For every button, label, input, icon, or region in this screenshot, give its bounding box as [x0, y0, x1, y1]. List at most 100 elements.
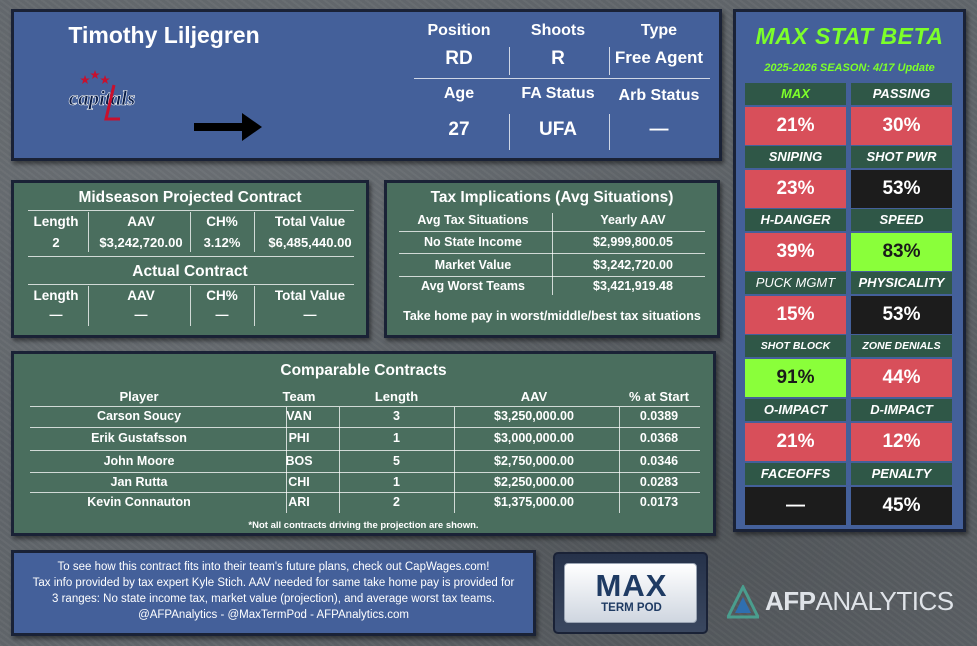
- actual-total-header: Total Value: [274, 288, 346, 303]
- comp-row-5-aav: $1,375,000.00: [494, 495, 574, 509]
- stat-max-value: 21%: [745, 107, 846, 145]
- tax-row-3-label: Avg Worst Teams: [421, 279, 525, 293]
- arb-status-label: Arb Status: [618, 87, 700, 104]
- shoots-value: R: [551, 48, 565, 69]
- stat-shot-power-label: SHOT PWR: [851, 146, 952, 168]
- comp-row-2-length: 1: [393, 431, 400, 445]
- footer-line-1: To see how this contract fits into their…: [57, 561, 490, 573]
- type-value: Free Agent: [614, 48, 704, 67]
- afp-logo-light: ANALYTICS: [815, 586, 955, 616]
- actual-aav-header: AAV: [127, 288, 155, 303]
- stat-sniping-value: 23%: [745, 170, 846, 208]
- shoots-label: Shoots: [530, 22, 586, 39]
- podcast-logo-title: MAX: [595, 568, 668, 603]
- col-team-header: Team: [282, 389, 316, 404]
- afp-triangle-icon: [727, 585, 759, 619]
- comp-row-2-aav: $3,000,000.00: [494, 431, 574, 445]
- comp-row-2-pct: 0.0368: [639, 431, 679, 445]
- age-label: Age: [443, 85, 475, 102]
- position-value: RD: [445, 48, 473, 69]
- stat-h-danger-value: 39%: [745, 233, 846, 271]
- comparables-title: Comparable Contracts: [280, 362, 447, 379]
- age-value: 27: [448, 119, 470, 140]
- right-arrow-icon: [194, 113, 262, 141]
- actual-contract-title: Actual Contract: [132, 263, 248, 280]
- stat-h-danger-label: H-DANGER: [745, 209, 846, 231]
- footer-line-4: @AFPAnalytics - @MaxTermPod - AFPAnalyti…: [138, 609, 409, 621]
- stat-shot-block-label: SHOT BLOCK: [745, 335, 846, 357]
- stat-puck-mgmt-value: 15%: [745, 296, 846, 334]
- tax-aav-header: Yearly AAV: [600, 213, 666, 227]
- projected-total-value: $6,485,440.00: [268, 235, 352, 250]
- projected-aav-header: AAV: [127, 214, 155, 229]
- col-player-header: Player: [119, 389, 159, 404]
- type-label: Type: [640, 22, 678, 39]
- stat-card-season: 2025-2026 SEASON: 4/17 Update: [764, 62, 935, 74]
- comp-row-1-player: Carson Soucy: [96, 409, 182, 423]
- projected-contract-title: Midseason Projected Contract: [78, 189, 302, 206]
- stat-passing-label: PASSING: [851, 83, 952, 105]
- comp-row-4-length: 1: [393, 475, 400, 489]
- position-label: Position: [427, 22, 491, 39]
- afp-analytics-logo: AFPANALYTICS: [727, 583, 962, 623]
- actual-length-header: Length: [33, 288, 79, 303]
- arb-status-value: —: [649, 119, 669, 140]
- stat-o-impact-value: 21%: [745, 423, 846, 461]
- stat-card-title: MAX STAT BETA: [755, 23, 944, 49]
- comp-row-1-pct: 0.0389: [639, 409, 679, 423]
- comp-row-1-aav: $3,250,000.00: [494, 409, 574, 423]
- stat-shot-power-value: 53%: [851, 170, 952, 208]
- tax-row-1-value: $2,999,800.05: [593, 235, 673, 249]
- comp-row-2-team: PHI: [288, 431, 310, 445]
- stat-physicality-label: PHYSICALITY: [851, 272, 952, 294]
- stat-shot-block-value: 91%: [745, 359, 846, 397]
- player-header: Timothy Liljegren capitals Position Shoo…: [11, 9, 722, 161]
- tax-title: Tax Implications (Avg Situations): [430, 189, 674, 206]
- projected-length-value: 2: [52, 235, 60, 250]
- tax-row-1-label: No State Income: [424, 235, 522, 249]
- comp-row-5-team: ARI: [288, 495, 310, 509]
- comp-row-5-player: Kevin Connauton: [87, 495, 191, 509]
- stat-d-impact-value: 12%: [851, 423, 952, 461]
- tax-situation-header: Avg Tax Situations: [417, 213, 529, 227]
- stat-sniping-label: SNIPING: [745, 146, 846, 168]
- stat-d-impact-label: D-IMPACT: [851, 399, 952, 421]
- footer-panel: To see how this contract fits into their…: [11, 550, 536, 636]
- projected-ch-header: CH%: [206, 214, 238, 229]
- comp-row-3-pct: 0.0346: [639, 454, 679, 468]
- comp-row-3-player: John Moore: [103, 454, 175, 468]
- player-name: Timothy Liljegren: [68, 22, 260, 48]
- max-stat-card: MAX STAT BETA 2025-2026 SEASON: 4/17 Upd…: [733, 9, 966, 532]
- comparables-footnote: *Not all contracts driving the projectio…: [248, 520, 479, 531]
- afp-logo-bold: AFP: [765, 586, 816, 616]
- actual-ch-value: —: [215, 307, 229, 322]
- comp-row-3-team: BOS: [285, 454, 313, 468]
- actual-total-value: —: [303, 307, 317, 322]
- col-length-header: Length: [374, 389, 419, 404]
- actual-length-value: —: [49, 307, 63, 322]
- contract-panel: Midseason Projected Contract Length AAV …: [11, 180, 369, 338]
- max-term-pod-logo: MAX TERM POD: [553, 552, 708, 634]
- comp-row-4-pct: 0.0283: [639, 475, 679, 489]
- projected-ch-value: 3.12%: [203, 235, 241, 250]
- comp-row-4-aav: $2,250,000.00: [494, 475, 574, 489]
- stat-physicality-value: 53%: [851, 296, 952, 334]
- col-aav-header: AAV: [520, 389, 548, 404]
- stat-zone-denials-value: 44%: [851, 359, 952, 397]
- footer-line-3: 3 ranges: No state income tax, market va…: [52, 593, 495, 605]
- actual-aav-value: —: [134, 307, 148, 322]
- stat-faceoffs-value: —: [745, 487, 846, 525]
- comp-row-4-player: Jan Rutta: [110, 475, 168, 489]
- comp-row-5-pct: 0.0173: [639, 495, 679, 509]
- comp-row-2-player: Erik Gustafsson: [91, 431, 187, 445]
- tax-row-3-value: $3,421,919.48: [593, 279, 673, 293]
- stat-passing-value: 30%: [851, 107, 952, 145]
- stat-penalty-label: PENALTY: [851, 463, 952, 485]
- stat-puck-mgmt-label: PUCK MGMT: [745, 272, 846, 294]
- projected-length-header: Length: [33, 214, 79, 229]
- stat-zone-denials-label: ZONE DENIALS: [851, 335, 952, 357]
- fa-status-label: FA Status: [521, 85, 595, 102]
- actual-ch-header: CH%: [206, 288, 238, 303]
- stat-o-impact-label: O-IMPACT: [745, 399, 846, 421]
- comp-row-3-aav: $2,750,000.00: [494, 454, 574, 468]
